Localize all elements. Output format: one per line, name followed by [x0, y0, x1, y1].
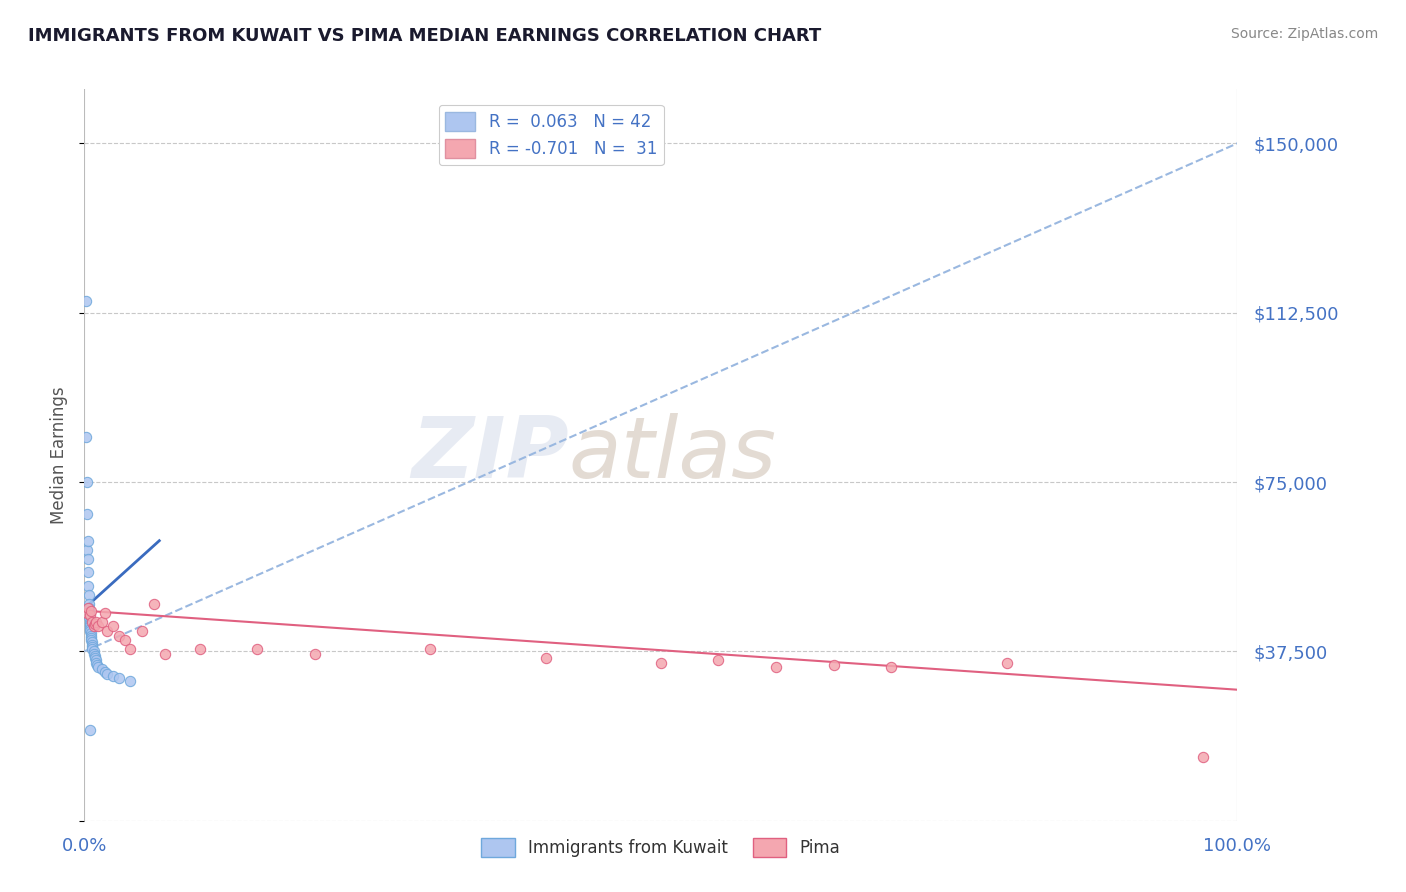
Point [142, 597, 165, 611]
Point [76, 533, 98, 548]
Point [96, 624, 118, 638]
Point [77, 601, 100, 615]
Point [75, 294, 97, 309]
Point [82, 638, 104, 652]
Point [304, 647, 326, 661]
Point [80, 604, 103, 618]
Point [90, 615, 112, 629]
Point [419, 642, 441, 657]
Point [707, 653, 730, 667]
Point [90, 662, 112, 676]
Point [650, 656, 672, 670]
Point [82, 642, 104, 657]
Point [79, 619, 101, 633]
Point [76, 542, 98, 557]
Point [76, 566, 98, 580]
Point [79, 617, 101, 632]
Point [103, 619, 124, 633]
Point [79, 723, 101, 738]
Point [108, 672, 131, 686]
Point [83, 619, 105, 633]
Point [83, 644, 105, 658]
Point [82, 640, 104, 654]
Point [94, 606, 117, 620]
Text: atlas: atlas [568, 413, 776, 497]
Point [79, 622, 101, 636]
Point [83, 651, 105, 665]
Point [82, 635, 104, 649]
Point [114, 633, 136, 648]
Point [880, 660, 903, 674]
Point [80, 628, 103, 642]
Point [120, 642, 142, 657]
Point [188, 642, 211, 657]
Point [108, 628, 131, 642]
Point [86, 657, 108, 672]
Point [80, 626, 103, 640]
Point [77, 588, 100, 602]
Y-axis label: Median Earnings: Median Earnings [51, 386, 69, 524]
Point [76, 606, 98, 620]
Point [153, 647, 176, 661]
Point [87, 619, 110, 633]
Point [84, 656, 107, 670]
Point [76, 579, 98, 593]
Point [131, 624, 153, 638]
Point [995, 656, 1018, 670]
Point [77, 597, 100, 611]
Point [77, 606, 100, 620]
Point [83, 617, 105, 632]
Legend: Immigrants from Kuwait, Pima: Immigrants from Kuwait, Pima [475, 831, 846, 863]
Point [765, 660, 787, 674]
Point [79, 615, 101, 629]
Point [120, 673, 142, 688]
Point [87, 660, 110, 674]
Point [246, 642, 269, 657]
Text: IMMIGRANTS FROM KUWAIT VS PIMA MEDIAN EARNINGS CORRELATION CHART: IMMIGRANTS FROM KUWAIT VS PIMA MEDIAN EA… [28, 27, 821, 45]
Text: Source: ZipAtlas.com: Source: ZipAtlas.com [1230, 27, 1378, 41]
Point [79, 624, 101, 638]
Point [1191, 750, 1213, 764]
Point [76, 507, 98, 521]
Point [76, 601, 98, 615]
Point [79, 608, 101, 623]
Point [103, 669, 124, 683]
Point [84, 615, 107, 629]
Point [76, 551, 98, 566]
Point [534, 651, 557, 665]
Point [75, 430, 97, 444]
Point [80, 631, 103, 645]
Point [96, 666, 118, 681]
Point [84, 653, 107, 667]
Point [82, 615, 104, 629]
Point [823, 657, 845, 672]
Point [94, 665, 117, 679]
Point [77, 610, 100, 624]
Point [83, 647, 105, 661]
Point [80, 633, 103, 648]
Point [76, 475, 98, 489]
Point [83, 648, 105, 663]
Text: ZIP: ZIP [411, 413, 568, 497]
